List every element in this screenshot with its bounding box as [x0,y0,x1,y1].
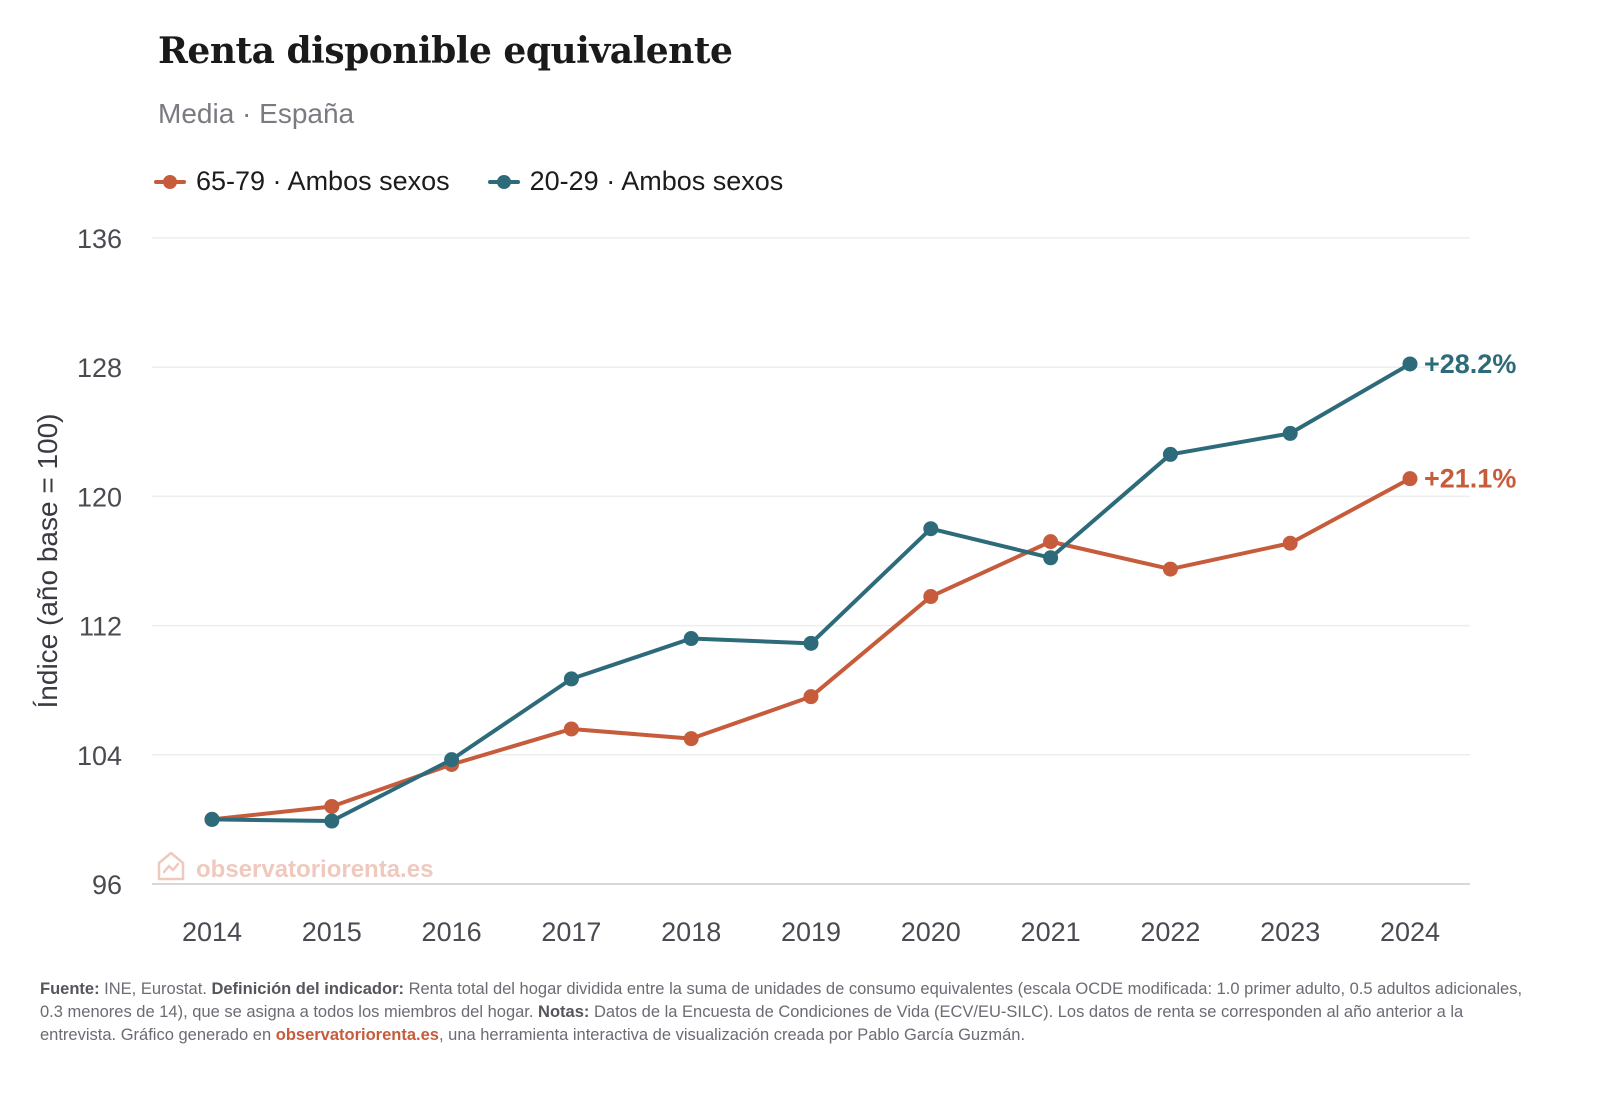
closing-text: , una herramienta interactiva de visuali… [438,1026,1026,1044]
y-tick-label: 120 [77,482,122,512]
legend: 65-79 · Ambos sexos 20-29 · Ambos sexos [154,166,783,197]
y-tick-label: 96 [92,870,122,900]
y-tick-label: 128 [77,353,122,383]
x-tick-label: 2018 [661,917,721,947]
data-point [1282,535,1298,551]
watermark: observatoriorenta.es [156,850,433,889]
legend-label: 65-79 · Ambos sexos [196,166,450,196]
y-tick-label: 104 [77,741,122,771]
chart-title: Renta disponible equivalente [158,30,733,72]
data-point [683,731,699,747]
house-chart-icon [156,850,186,889]
data-point [1402,471,1418,487]
site-link[interactable]: observatoriorenta.es [275,1026,439,1044]
notes-text: Datos de la Encuesta de Condiciones de V… [40,1003,1464,1044]
x-tick-label: 2022 [1140,917,1200,947]
y-tick-label: 136 [77,224,122,254]
x-tick-label: 2017 [541,917,601,947]
data-point [1162,446,1178,462]
x-tick-label: 2020 [901,917,961,947]
x-tick-label: 2019 [781,917,841,947]
data-point [1402,356,1418,372]
source-label: Fuente: [40,980,100,998]
data-point [324,813,340,829]
data-point [803,635,819,651]
legend-item-65-79[interactable]: 65-79 · Ambos sexos [154,166,450,197]
data-point [563,721,579,737]
legend-item-20-29[interactable]: 20-29 · Ambos sexos [487,166,784,197]
data-point [324,798,340,814]
x-tick-label: 2016 [422,917,482,947]
y-axis-title: Índice (año base = 100) [32,414,63,709]
y-tick-label: 112 [79,612,122,642]
data-point [204,811,220,827]
data-point [1162,561,1178,577]
data-point [803,689,819,705]
notes-label: Notas: [538,1003,590,1021]
data-point [1043,550,1059,566]
x-tick-label: 2023 [1260,917,1320,947]
data-point [563,671,579,687]
legend-swatch-icon [154,172,186,192]
data-point [444,752,460,768]
legend-swatch-icon [487,172,520,192]
gridlines [152,237,1470,885]
definition-label: Definición del indicador: [211,980,404,998]
x-tick-label: 2021 [1021,917,1081,947]
end-value-label: +21.1% [1424,464,1516,494]
x-tick-label: 2024 [1380,917,1440,947]
series-line [210,361,1412,824]
chart-subtitle: Media · España [158,98,355,129]
y-axis-ticks: 96 104 112 120 128 136 [77,224,122,900]
x-tick-label: 2014 [182,917,242,947]
legend-label: 20-29 · Ambos sexos [529,166,784,196]
x-axis-ticks: 2014 2015 2016 2017 2018 2019 2020 2021 2022 2023… [182,917,1440,947]
data-point [1282,425,1298,441]
series-group: +21.1% +28.2% [204,349,1516,829]
data-point [683,631,699,647]
series-20-29: +28.2% [204,349,1516,829]
footer-notes: Fuente: INE, Eurostat. Definición del in… [40,978,1540,1047]
definition-text: Renta total del hogar dividida entre la … [40,980,1523,1021]
data-point [923,521,939,537]
x-tick-label: 2015 [302,917,362,947]
end-value-label: +28.2% [1424,349,1516,379]
source-text: INE, Eurostat. [99,980,212,998]
watermark-text: observatoriorenta.es [196,855,434,883]
data-point [923,589,939,605]
series-65-79: +21.1% [204,464,1516,827]
data-point [1043,534,1059,550]
